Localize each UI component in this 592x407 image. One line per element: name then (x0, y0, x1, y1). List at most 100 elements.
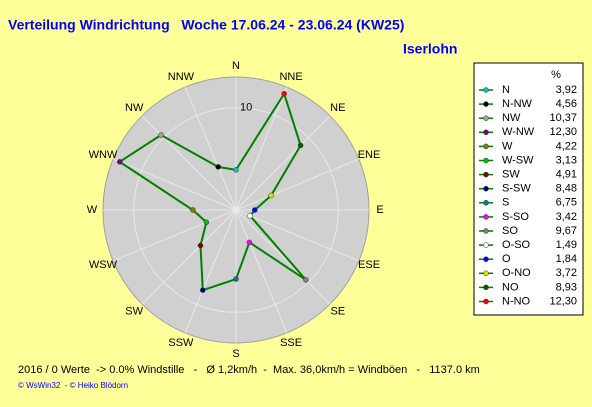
spoke (235, 115, 331, 211)
direction-label: SSW (168, 337, 194, 349)
direction-label: NE (330, 102, 345, 114)
spoke (235, 209, 331, 305)
legend-name: SO (502, 225, 518, 237)
legend-marker (483, 115, 489, 121)
legend-value: 8,48 (556, 183, 577, 195)
wind-marker (303, 277, 309, 283)
legend-value: 3,72 (556, 267, 577, 279)
wind-marker (158, 132, 164, 138)
direction-label: N (232, 60, 240, 72)
wind-marker (297, 142, 304, 149)
legend-marker (483, 284, 489, 291)
wind-marker (246, 239, 253, 246)
legend-value: 9,67 (556, 225, 577, 237)
spoke (235, 209, 360, 262)
spoke (184, 86, 237, 211)
legend-marker (483, 87, 489, 93)
wind-marker (215, 164, 221, 170)
direction-label: ENE (358, 149, 381, 161)
legend-value: 1,49 (556, 239, 577, 251)
wind-marker (247, 213, 253, 219)
wind-marker (252, 207, 258, 213)
legend-value: 4,56 (556, 98, 577, 110)
legend-name: NO (502, 281, 519, 293)
spoke (112, 209, 237, 262)
wind-marker (197, 242, 204, 249)
wind-marker (281, 90, 287, 97)
footer: 2016 / 0 Werte -> 0.0% Windstille - Ø 1,… (18, 364, 480, 376)
wind-marker (190, 207, 196, 213)
direction-label: SE (330, 306, 345, 318)
legend-value: 6,75 (556, 197, 577, 209)
legend-name: S-SW (502, 183, 531, 195)
wind-marker (268, 192, 274, 199)
direction-label: SSE (280, 337, 302, 349)
spoke (141, 209, 237, 305)
direction-label: E (376, 204, 383, 216)
legend-marker (483, 129, 489, 136)
wind-marker (233, 276, 239, 282)
direction-label: SW (125, 306, 143, 318)
legend-value: 8,93 (556, 281, 577, 293)
legend-marker (483, 157, 489, 164)
spoke (235, 158, 360, 211)
legend-marker (483, 101, 489, 107)
direction-label: S (232, 348, 239, 360)
legend-name: O-NO (502, 267, 531, 279)
legend-value: 3,13 (556, 154, 577, 166)
legend-value: 12,30 (549, 126, 577, 138)
chart-subtitle: Iserlohn (403, 41, 457, 57)
legend-value: 3,42 (556, 211, 577, 223)
legend-marker (483, 143, 489, 150)
direction-label: WSW (89, 259, 118, 271)
legend-name: S (502, 197, 509, 209)
legend-value: 3,92 (556, 84, 577, 96)
legend-marker (483, 228, 489, 234)
spoke (235, 209, 288, 334)
direction-label: ESE (358, 259, 380, 271)
legend-marker (483, 185, 489, 192)
legend-title: % (551, 69, 561, 81)
chart-title: Verteilung Windrichtung Woche 17.06.24 -… (8, 17, 404, 33)
direction-label: WNW (89, 149, 118, 161)
legend-name: O-SO (502, 239, 531, 251)
legend-value: 4,22 (556, 140, 577, 152)
wind-marker (200, 287, 206, 293)
legend-marker (483, 171, 489, 178)
spoke (235, 86, 288, 211)
credit: © WsWin32 - © Heiko Blödorn (18, 381, 128, 390)
spoke (184, 209, 237, 334)
direction-label: NNW (168, 71, 195, 83)
direction-label: NW (125, 102, 144, 114)
wind-marker (233, 167, 239, 173)
legend-value: 1,84 (556, 253, 577, 265)
legend-marker (483, 242, 489, 248)
direction-label: W (87, 204, 98, 216)
legend-marker (483, 298, 489, 305)
wind-marker (203, 219, 210, 226)
wind-marker (116, 159, 123, 165)
legend-name: W-SW (502, 154, 534, 166)
spoke (112, 158, 237, 211)
grid-ring (133, 107, 339, 313)
legend-value: 4,91 (556, 169, 577, 181)
legend-name: NW (502, 112, 521, 124)
r-tick-label: 10 (240, 102, 252, 114)
legend-name: W (502, 140, 513, 152)
legend-name: N-NO (502, 295, 531, 307)
spoke (141, 115, 237, 211)
direction-label: NNE (279, 71, 302, 83)
legend-name: O (502, 253, 511, 265)
legend-name: N (502, 84, 510, 96)
legend-name: S-SO (502, 211, 529, 223)
legend-name: W-NW (502, 126, 535, 138)
legend-name: SW (502, 169, 520, 181)
legend-value: 12,30 (549, 295, 577, 307)
legend-name: N-NW (502, 98, 533, 110)
legend-marker (483, 214, 489, 220)
legend-value: 10,37 (549, 112, 577, 124)
legend-marker (483, 256, 489, 262)
legend-marker (483, 200, 489, 206)
legend-marker (483, 270, 489, 277)
